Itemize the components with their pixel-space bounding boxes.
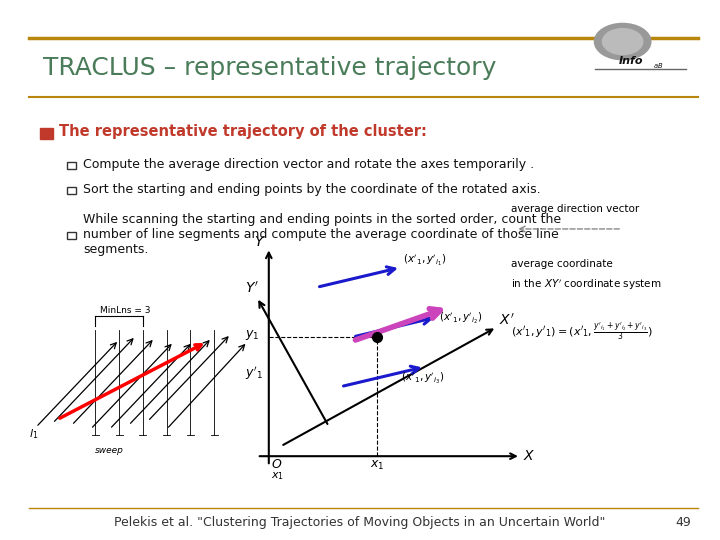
Text: $x_1$: $x_1$ — [271, 470, 284, 482]
Text: $(x'_1, y'_1) = (x'_1, \frac{y'_{i_1} + y'_{i_2} + y'_{i_3}}{3})$: $(x'_1, y'_1) = (x'_1, \frac{y'_{i_1} + … — [511, 321, 653, 342]
Text: Compute the average direction vector and rotate the axes temporarily .: Compute the average direction vector and… — [83, 158, 534, 171]
Text: TRACLUS – representative trajectory: TRACLUS – representative trajectory — [43, 56, 497, 79]
Text: $_{aB}$: $_{aB}$ — [653, 60, 663, 71]
Text: Info: Info — [618, 56, 643, 66]
Text: $O$: $O$ — [271, 458, 282, 471]
Text: $l_1$: $l_1$ — [29, 427, 38, 441]
Text: MinLns = 3: MinLns = 3 — [100, 306, 150, 315]
Text: $x_1$: $x_1$ — [369, 459, 384, 472]
Text: $(x'_1, y'_{i_2})$: $(x'_1, y'_{i_2})$ — [439, 310, 482, 326]
Text: While scanning the starting and ending points in the sorted order, count the
num: While scanning the starting and ending p… — [83, 213, 561, 256]
Text: Sort the starting and ending points by the coordinate of the rotated axis.: Sort the starting and ending points by t… — [83, 183, 541, 196]
Text: $(x'_1, y'_{i_1})$: $(x'_1, y'_{i_1})$ — [403, 253, 446, 268]
Text: $y'_1$: $y'_1$ — [245, 364, 263, 382]
Text: average direction vector: average direction vector — [511, 204, 639, 214]
Text: $(x'_1, y'_{i_3})$: $(x'_1, y'_{i_3})$ — [401, 370, 444, 386]
Text: 49: 49 — [675, 516, 691, 529]
Bar — [67, 187, 76, 194]
Bar — [67, 162, 76, 169]
Text: $Y$: $Y$ — [254, 234, 266, 248]
Text: $y_1$: $y_1$ — [245, 328, 259, 342]
Text: in the $XY'$ coordinate system: in the $XY'$ coordinate system — [511, 278, 662, 292]
Text: sweep: sweep — [95, 446, 125, 455]
Text: The representative trajectory of the cluster:: The representative trajectory of the clu… — [59, 124, 427, 139]
Circle shape — [603, 29, 643, 55]
Bar — [67, 232, 76, 239]
Bar — [40, 128, 53, 139]
Text: Pelekis et al. "Clustering Trajectories of Moving Objects in an Uncertain World": Pelekis et al. "Clustering Trajectories … — [114, 516, 606, 529]
Text: $Y'$: $Y'$ — [245, 281, 258, 296]
Text: $X'$: $X'$ — [499, 313, 515, 328]
Text: average coordinate: average coordinate — [511, 259, 613, 269]
Text: $X$: $X$ — [523, 449, 536, 463]
Circle shape — [595, 23, 651, 60]
